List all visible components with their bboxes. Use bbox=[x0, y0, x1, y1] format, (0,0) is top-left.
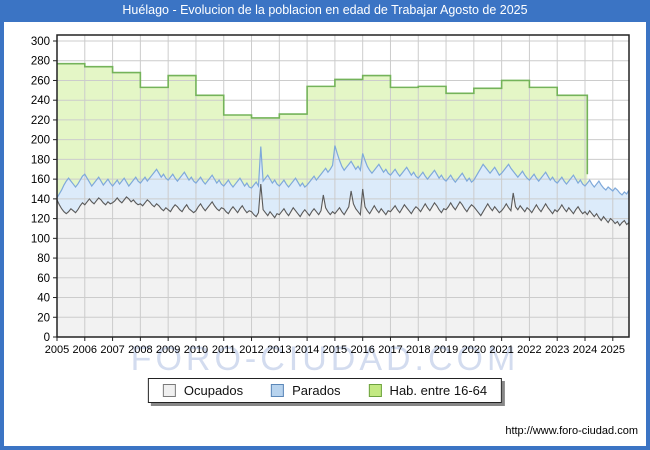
svg-text:2018: 2018 bbox=[406, 344, 430, 356]
site-url[interactable]: http://www.foro-ciudad.com bbox=[505, 425, 638, 437]
chart-title: Huélago - Evolucion de la poblacion en e… bbox=[122, 3, 528, 17]
svg-text:2012: 2012 bbox=[239, 344, 263, 356]
svg-text:2024: 2024 bbox=[573, 344, 597, 356]
svg-text:160: 160 bbox=[31, 174, 50, 186]
population-area-chart: 3002802602402202001801601401201008060402… bbox=[31, 34, 630, 356]
svg-text:2009: 2009 bbox=[156, 344, 180, 356]
legend-item-1: Parados bbox=[271, 383, 341, 398]
legend-label: Ocupados bbox=[183, 383, 244, 398]
watermark-text: FORO-CIUDAD.COM bbox=[130, 340, 520, 378]
svg-text:2008: 2008 bbox=[128, 344, 152, 356]
svg-text:220: 220 bbox=[31, 115, 50, 127]
svg-text:2022: 2022 bbox=[517, 344, 541, 356]
svg-text:2016: 2016 bbox=[350, 344, 374, 356]
svg-text:40: 40 bbox=[37, 293, 50, 305]
svg-text:180: 180 bbox=[31, 154, 50, 166]
svg-text:20: 20 bbox=[37, 312, 50, 324]
svg-text:2015: 2015 bbox=[323, 344, 347, 356]
svg-text:2013: 2013 bbox=[267, 344, 291, 356]
legend-item-0: Ocupados bbox=[162, 383, 244, 398]
svg-text:2007: 2007 bbox=[100, 344, 124, 356]
svg-text:2017: 2017 bbox=[378, 344, 402, 356]
svg-text:60: 60 bbox=[37, 273, 50, 285]
svg-text:280: 280 bbox=[31, 56, 50, 68]
svg-text:80: 80 bbox=[37, 253, 50, 265]
legend-label: Hab. entre 16-64 bbox=[389, 383, 488, 398]
svg-text:2005: 2005 bbox=[45, 344, 69, 356]
svg-text:300: 300 bbox=[31, 36, 50, 48]
legend-swatch-icon bbox=[271, 384, 285, 397]
svg-text:140: 140 bbox=[31, 194, 50, 206]
svg-text:200: 200 bbox=[31, 135, 50, 147]
svg-text:2014: 2014 bbox=[295, 344, 319, 356]
legend-swatch-icon bbox=[162, 384, 176, 397]
svg-text:2019: 2019 bbox=[434, 344, 458, 356]
svg-text:2020: 2020 bbox=[462, 344, 486, 356]
svg-text:2021: 2021 bbox=[489, 344, 513, 356]
svg-text:2025: 2025 bbox=[601, 344, 625, 356]
svg-text:100: 100 bbox=[31, 233, 50, 245]
svg-text:2006: 2006 bbox=[73, 344, 97, 356]
svg-text:240: 240 bbox=[31, 95, 50, 107]
svg-text:2011: 2011 bbox=[212, 344, 236, 356]
svg-text:2010: 2010 bbox=[184, 344, 208, 356]
svg-text:120: 120 bbox=[31, 214, 50, 226]
legend-swatch-icon bbox=[368, 384, 382, 397]
legend-item-2: Hab. entre 16-64 bbox=[368, 383, 488, 398]
legend: Ocupados Parados Hab. entre 16-64 bbox=[147, 378, 503, 403]
svg-text:0: 0 bbox=[44, 332, 50, 344]
svg-text:2023: 2023 bbox=[545, 344, 569, 356]
chart-content: FORO-CIUDAD.COM 300 280 260 240 220 200 180 160… bbox=[4, 22, 646, 446]
legend-label: Parados bbox=[292, 383, 341, 398]
svg-text:260: 260 bbox=[31, 75, 50, 87]
